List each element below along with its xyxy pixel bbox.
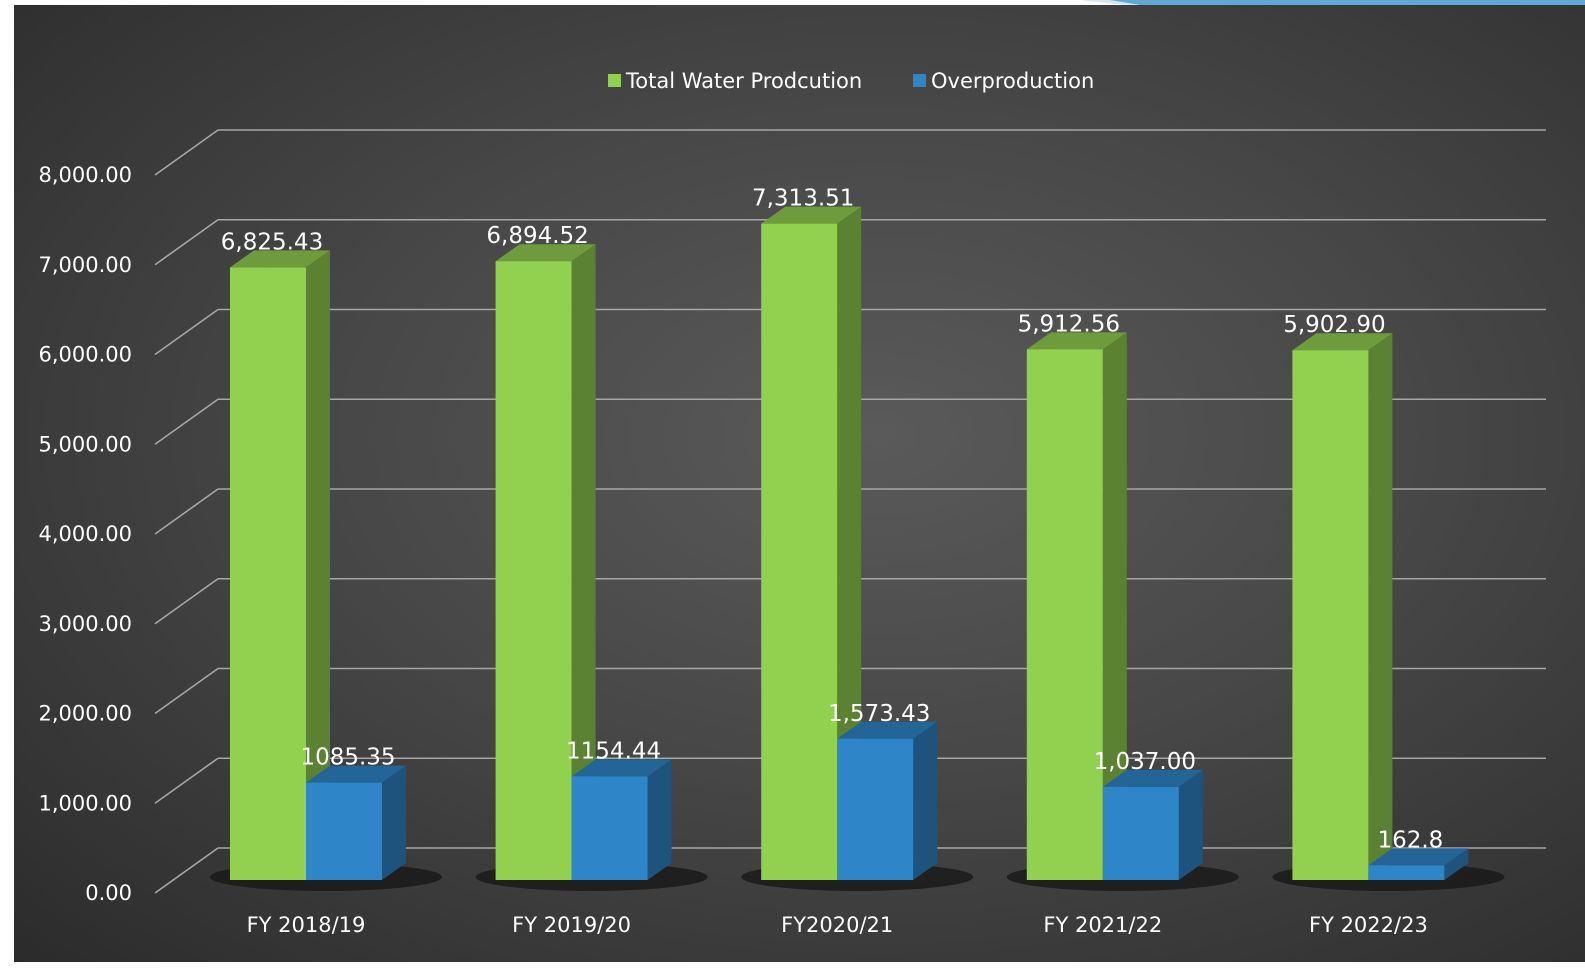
bar-front — [837, 738, 914, 880]
data-label: 5,912.56 — [1018, 311, 1120, 337]
gridline-depth — [154, 847, 219, 894]
gridline-depth — [154, 578, 219, 625]
bar-total-water — [495, 244, 596, 881]
bar-front — [1368, 865, 1445, 880]
bar-top — [306, 765, 406, 783]
bar-top — [495, 244, 596, 262]
bar-front — [230, 267, 306, 880]
bar-front — [761, 223, 838, 880]
bar-total-water — [761, 206, 862, 880]
bar-side — [571, 244, 596, 881]
gridline-depth — [154, 488, 219, 535]
bar-side — [647, 759, 672, 880]
bar-side — [1444, 848, 1469, 880]
bar-side — [382, 765, 406, 880]
data-label: 7,313.51 — [752, 186, 854, 212]
x-category-label: FY 2018/19 — [247, 913, 366, 937]
legend-swatch-overproduction — [913, 74, 926, 87]
bar-overproduction — [837, 721, 938, 880]
bar-total-water — [1292, 333, 1393, 880]
data-label: 1085.35 — [300, 745, 395, 771]
data-label: 1,037.00 — [1094, 749, 1196, 775]
legend-label-overproduction: Overproduction — [931, 69, 1094, 93]
bar-side — [1102, 332, 1127, 880]
bar-top — [837, 721, 938, 739]
data-label: 6,825.43 — [221, 229, 323, 255]
y-tick-label: 8,000.00 — [38, 163, 132, 187]
bar-top — [1292, 333, 1393, 351]
bar-side — [1178, 769, 1203, 880]
corner-accent-decoration — [1080, 0, 1585, 5]
y-tick-label: 6,000.00 — [38, 343, 132, 367]
data-label: 1154.44 — [566, 738, 661, 764]
bars — [230, 206, 1469, 881]
bar-top — [761, 206, 862, 224]
bar-side — [306, 250, 330, 880]
gridline-depth — [154, 129, 219, 176]
bar-front — [571, 776, 648, 880]
legend-label-total-water: Total Water Prodcution — [625, 69, 862, 93]
bar-top — [571, 759, 672, 777]
bar-top — [1368, 848, 1469, 866]
data-label: 162.8 — [1377, 827, 1443, 853]
x-axis-categories: FY 2018/19 FY 2019/20 FY2020/21 FY 2021/22 F… — [247, 913, 1428, 937]
bar-front — [1026, 349, 1103, 880]
x-category-label: FY 2021/22 — [1043, 913, 1162, 937]
y-axis-ticks: 0.00 1,000.00 2,000.00 3,000.00 4,000.00 5,00… — [38, 163, 132, 905]
bar-overproduction — [306, 765, 406, 880]
data-label: 1,573.43 — [828, 701, 930, 727]
y-tick-label: 4,000.00 — [38, 522, 132, 546]
gridline-depth — [154, 308, 219, 356]
x-category-label: FY 2019/20 — [512, 913, 631, 937]
bar-top — [230, 250, 330, 268]
y-tick-label: 2,000.00 — [38, 702, 132, 726]
bar-front — [306, 782, 382, 880]
data-label: 6,894.52 — [486, 223, 588, 249]
bar-front — [1292, 350, 1369, 880]
y-tick-label: 0.00 — [85, 881, 132, 905]
data-label: 5,902.90 — [1283, 312, 1385, 338]
bar-overproduction — [1102, 769, 1203, 880]
y-tick-label: 1,000.00 — [38, 791, 132, 815]
gridline-depth — [154, 757, 219, 804]
bar-side — [1368, 333, 1393, 880]
bar-top — [1026, 332, 1127, 350]
bar-side — [913, 721, 938, 880]
gridline-depth — [154, 667, 219, 715]
legend: Total Water Prodcution Overproduction — [608, 69, 1094, 93]
x-category-label: FY2020/21 — [781, 913, 893, 937]
gridline-depth — [154, 219, 219, 266]
bar-total-water — [1026, 332, 1127, 880]
bar-total-water — [230, 250, 330, 880]
data-labels: 6,825.43 1085.35 6,894.52 1154.44 7,313.51 1,… — [221, 186, 1444, 854]
bar-overproduction — [571, 759, 672, 880]
bar-front — [495, 261, 572, 881]
bar-overproduction — [1368, 848, 1469, 880]
bar-front — [1102, 786, 1179, 880]
bar-side — [837, 206, 862, 880]
y-tick-label: 5,000.00 — [38, 432, 132, 456]
y-tick-label: 7,000.00 — [38, 253, 132, 277]
x-category-label: FY 2022/23 — [1309, 913, 1428, 937]
bar-top — [1102, 769, 1203, 787]
y-tick-label: 3,000.00 — [38, 612, 132, 636]
legend-swatch-total-water — [608, 74, 621, 87]
gridline-depth — [154, 398, 219, 445]
